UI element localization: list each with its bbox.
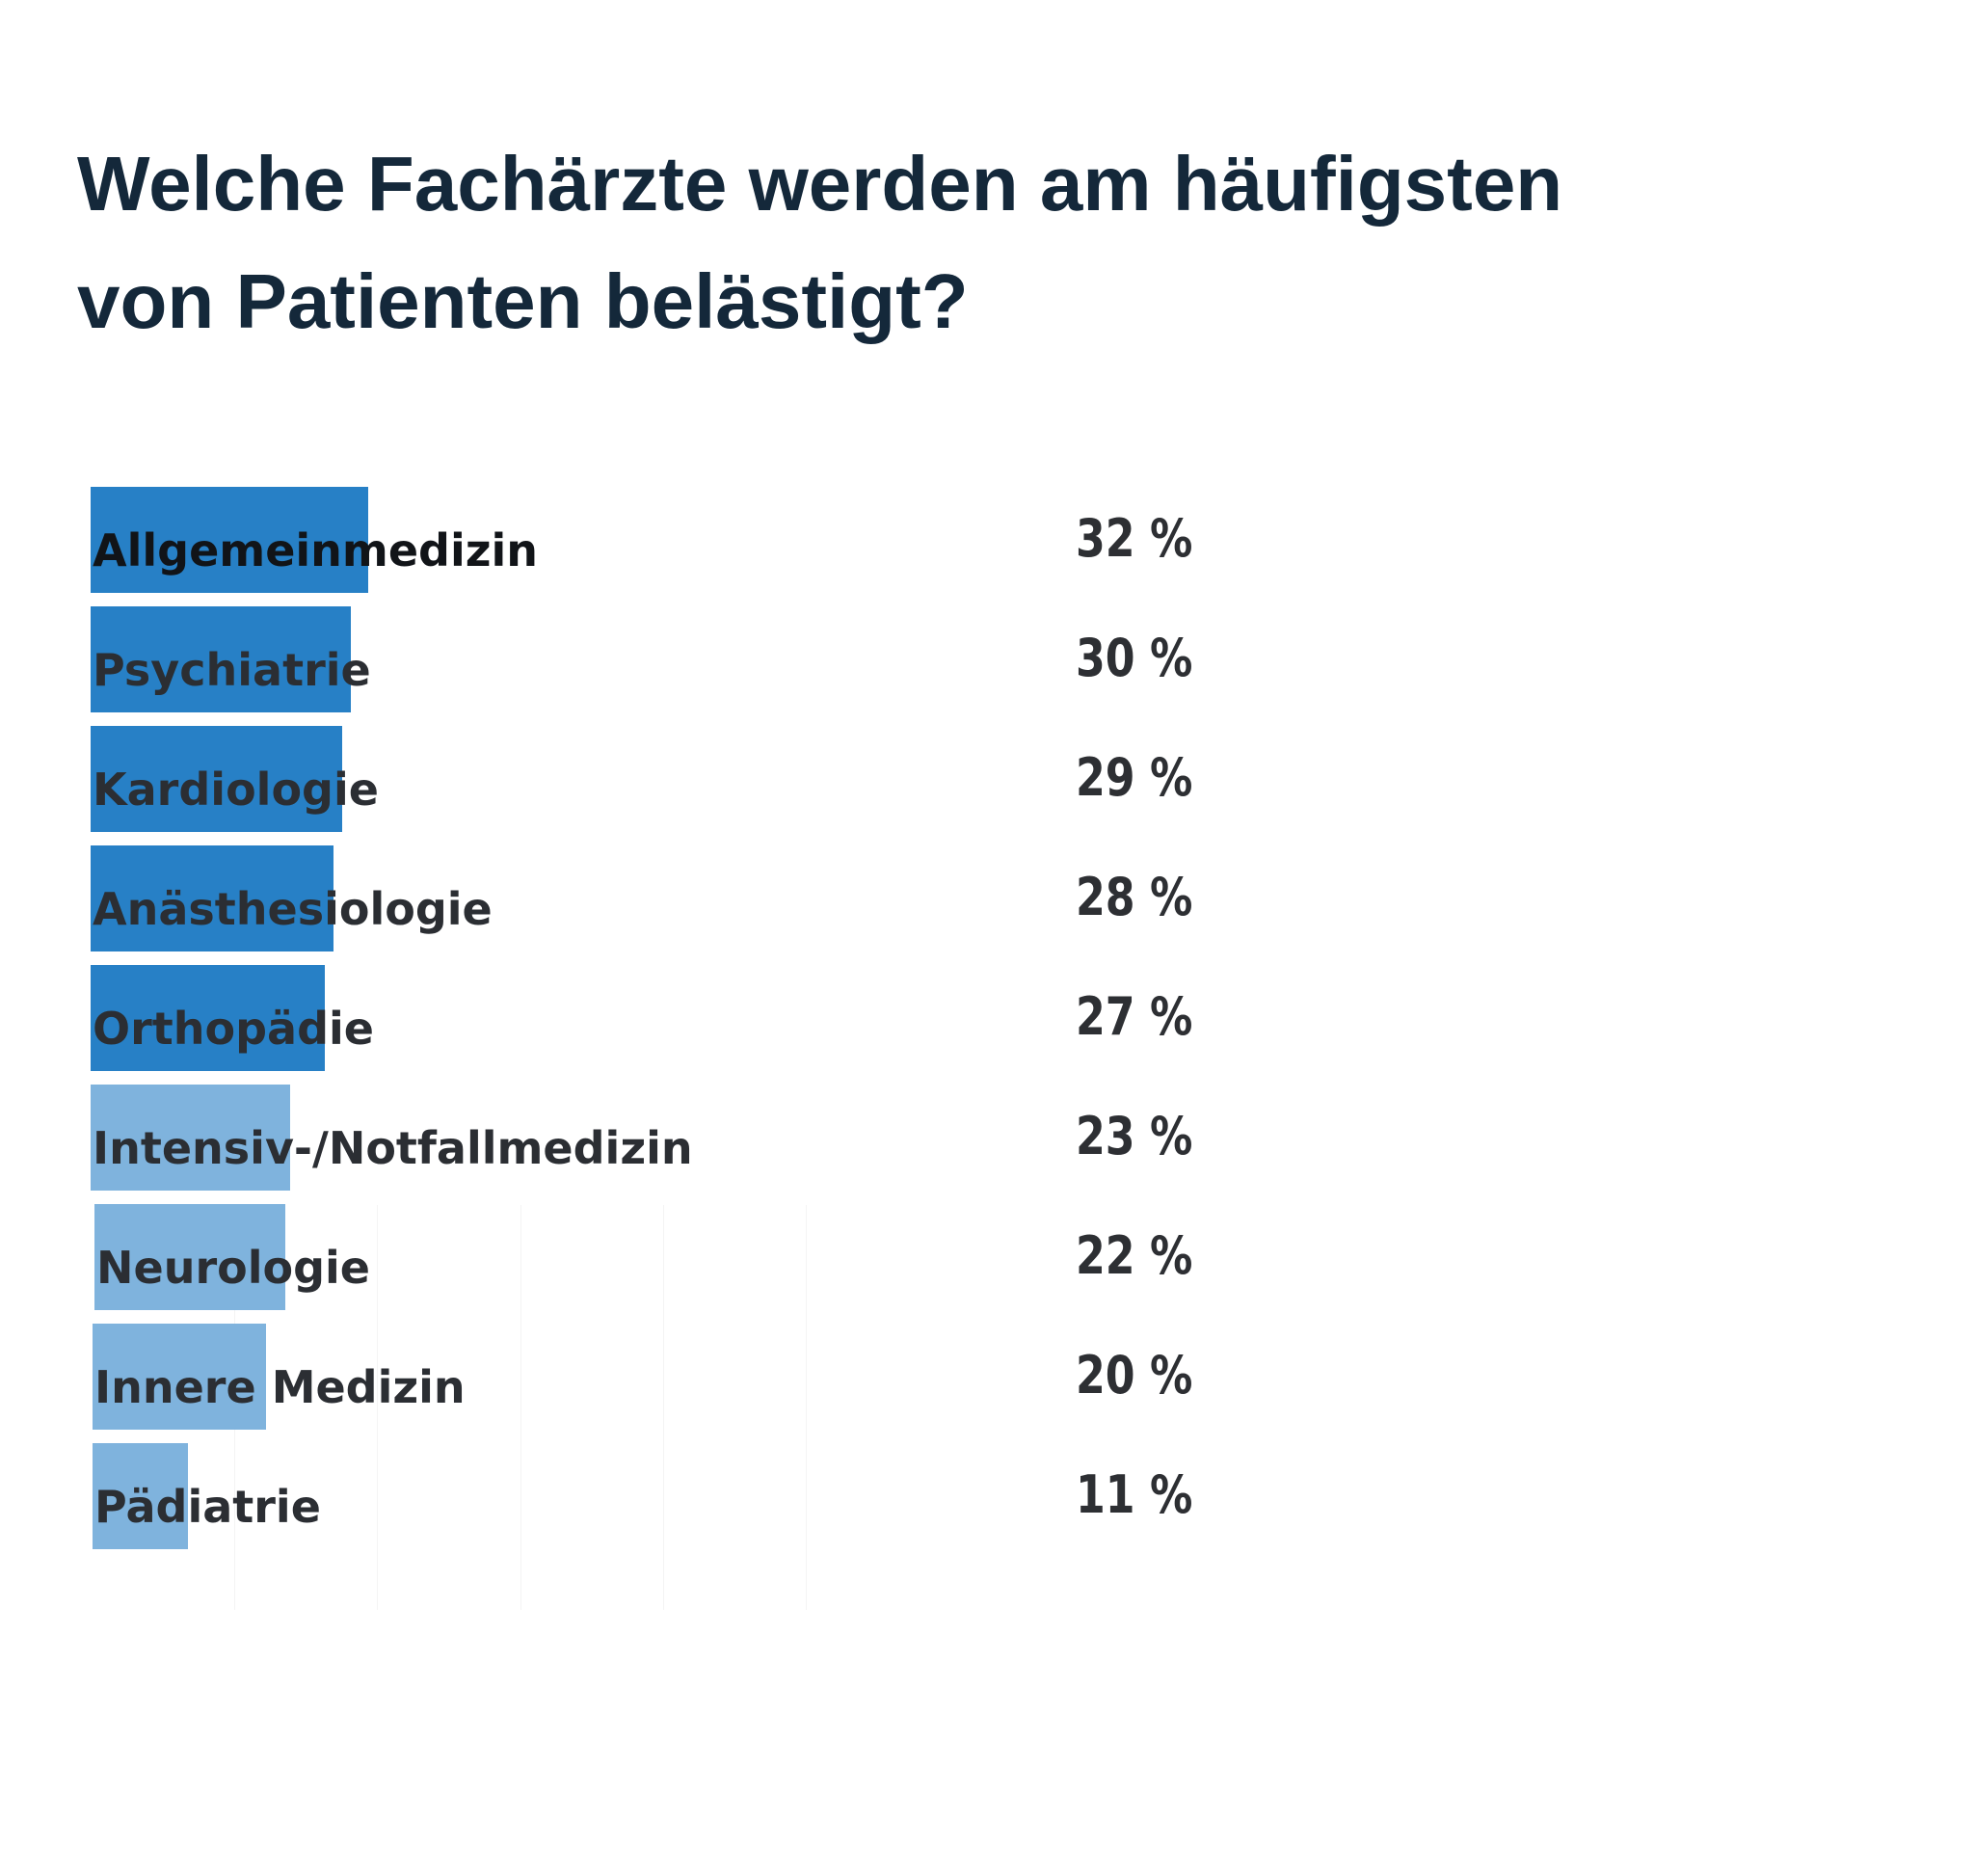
value-label: 23 % xyxy=(1076,1106,1193,1166)
category-label: Orthopädie xyxy=(93,1003,374,1055)
value-label: 30 % xyxy=(1076,628,1193,688)
bar xyxy=(91,606,351,712)
bar xyxy=(91,1085,290,1191)
bar xyxy=(91,965,325,1071)
chart-title-line-1: Welche Fachärzte werden am häufigsten xyxy=(77,141,1563,227)
value-label: 32 % xyxy=(1076,508,1193,569)
bar xyxy=(91,487,368,593)
bar xyxy=(91,726,342,832)
category-label: Intensiv-/Notfallmedizin xyxy=(93,1122,693,1174)
grid-line xyxy=(806,1205,807,1610)
category-label: Anästhesiologie xyxy=(93,883,493,935)
category-label: Allgemeinmedizin xyxy=(93,524,539,576)
bar xyxy=(93,1443,188,1549)
bar xyxy=(91,845,333,951)
value-label: 27 % xyxy=(1076,986,1193,1047)
category-label: Pädiatrie xyxy=(94,1481,321,1533)
category-label: Kardiologie xyxy=(93,764,379,816)
value-label: 11 % xyxy=(1076,1464,1193,1525)
bar xyxy=(94,1204,285,1310)
category-label: Psychiatrie xyxy=(93,644,371,696)
grid-line xyxy=(663,1205,664,1610)
value-label: 22 % xyxy=(1076,1225,1193,1286)
chart-title: Welche Fachärzte werden am häufigsten vo… xyxy=(77,125,1716,361)
bar xyxy=(93,1324,266,1430)
value-label: 28 % xyxy=(1076,867,1193,927)
grid-line xyxy=(520,1205,521,1610)
chart-title-line-2: von Patienten belästigt? xyxy=(77,258,969,344)
category-label: Innere Medizin xyxy=(94,1361,466,1413)
value-label: 20 % xyxy=(1076,1345,1193,1406)
category-label: Neurologie xyxy=(96,1242,370,1294)
value-label: 29 % xyxy=(1076,747,1193,808)
grid-line xyxy=(377,1205,378,1610)
